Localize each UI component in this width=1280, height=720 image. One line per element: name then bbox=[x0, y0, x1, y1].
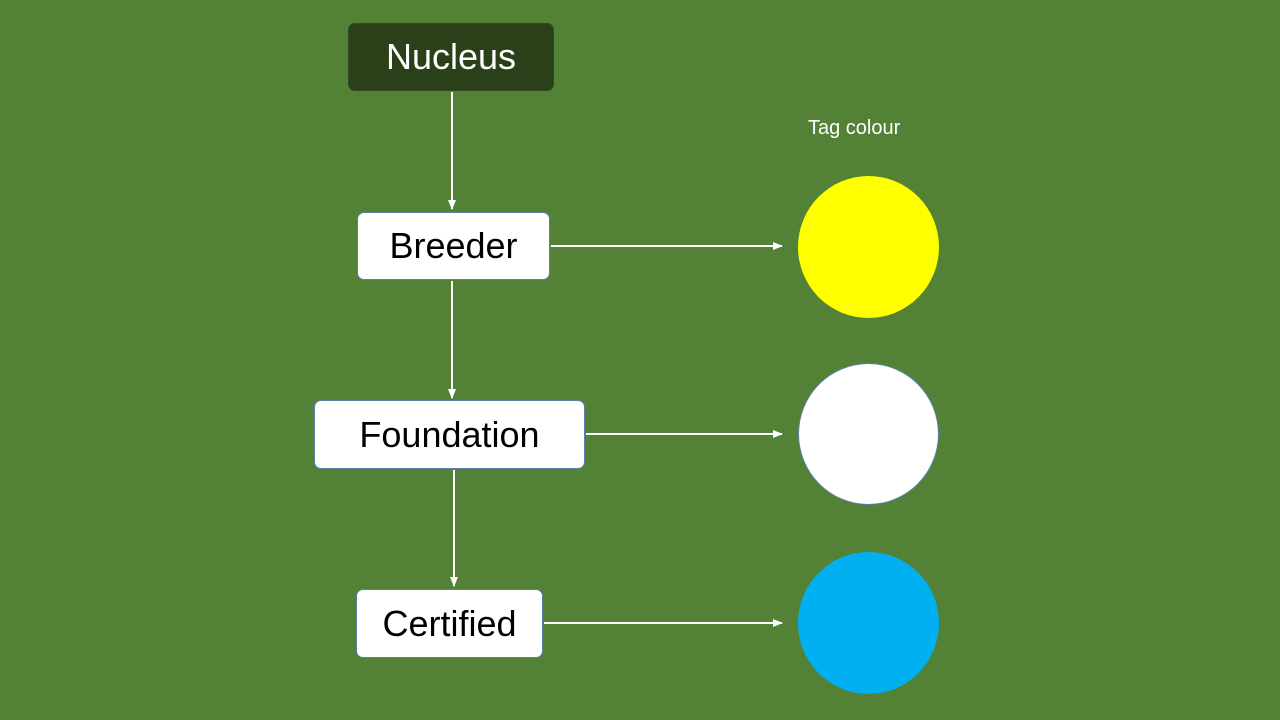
foundation-node: Foundation bbox=[314, 400, 585, 469]
tag-colour-heading: Tag colour bbox=[808, 117, 901, 139]
certified-node: Certified bbox=[356, 589, 543, 658]
certified-tag-circle bbox=[798, 552, 939, 694]
breeder-tag-circle bbox=[798, 176, 939, 318]
nucleus-node: Nucleus bbox=[348, 23, 554, 91]
foundation-tag-circle bbox=[798, 363, 939, 505]
breeder-node: Breeder bbox=[357, 212, 550, 280]
